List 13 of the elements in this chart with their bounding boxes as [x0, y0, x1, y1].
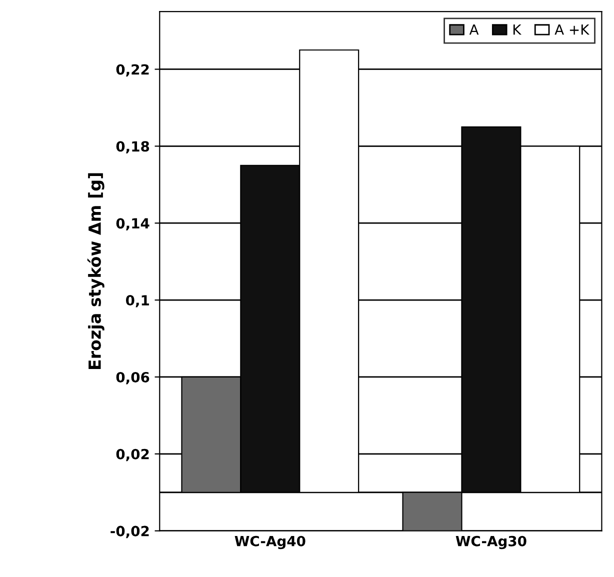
y-tick-label: -0,02: [110, 526, 149, 538]
y-tick-label: 0,1: [126, 295, 149, 308]
y-tick-label: 0,18: [116, 141, 150, 154]
y-tick-label: 0,14: [116, 218, 150, 230]
y-tick-label: 0,02: [116, 448, 149, 462]
x-tick-label: WC-Ag40: [234, 536, 306, 550]
y-tick-label: 0,22: [116, 64, 149, 76]
y-axis-title: Erozja styków Δm [g]: [87, 173, 104, 370]
legend-label: K: [513, 24, 522, 35]
legend-label: A +K: [554, 24, 590, 35]
y-tick-label: 0,06: [116, 372, 150, 384]
legend-label: A: [469, 24, 479, 35]
x-tick-label: WC-Ag30: [456, 536, 526, 550]
